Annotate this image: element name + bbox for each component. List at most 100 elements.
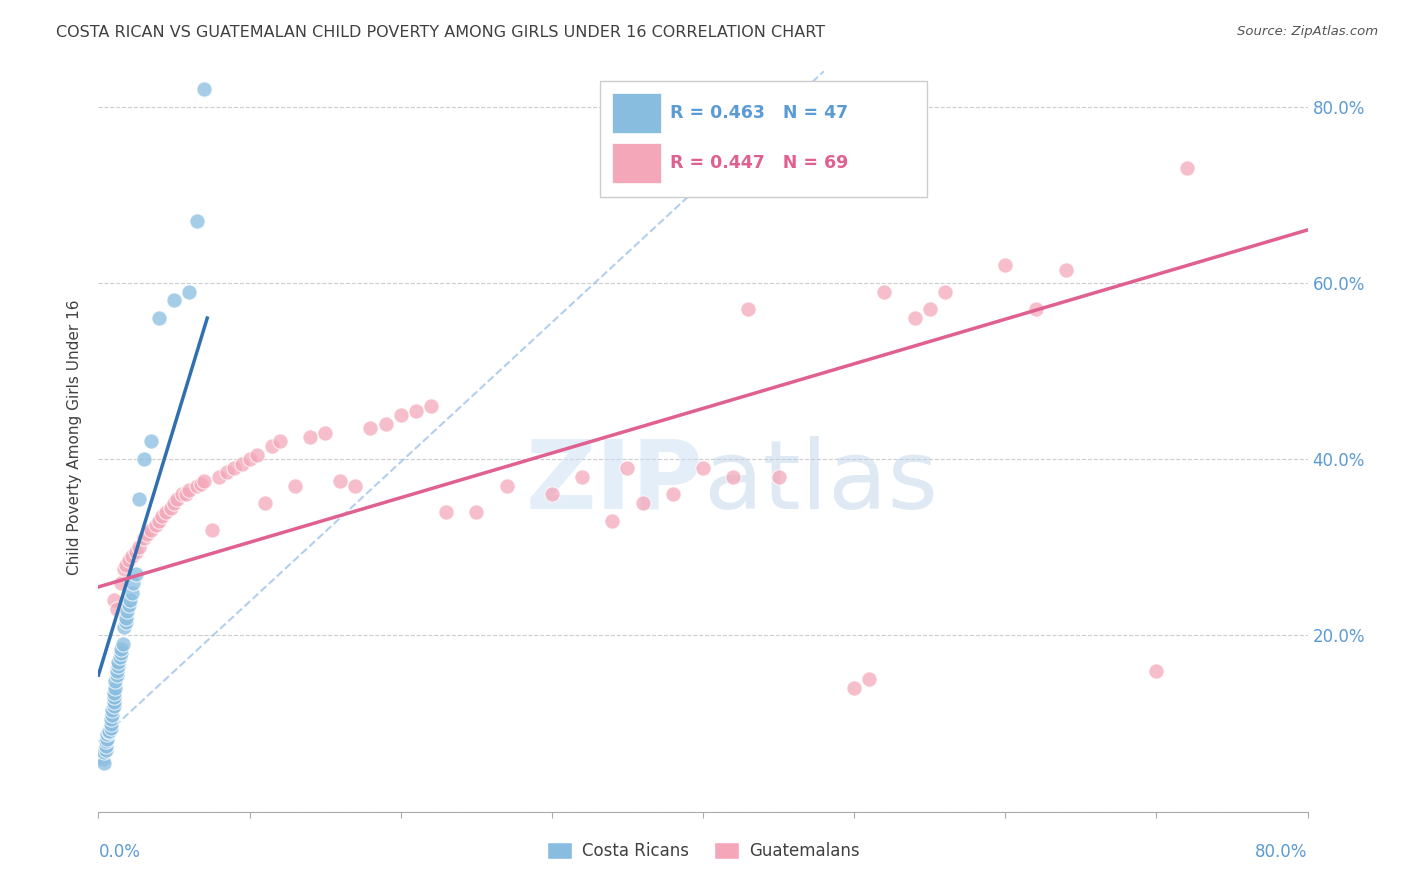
Point xyxy=(201,523,224,537)
Point xyxy=(121,586,143,600)
FancyBboxPatch shape xyxy=(613,93,661,134)
Text: 0.0%: 0.0% xyxy=(98,843,141,861)
Text: ZIP: ZIP xyxy=(524,435,703,529)
Point xyxy=(96,727,118,741)
Point xyxy=(128,541,150,555)
Point xyxy=(103,698,125,713)
Point xyxy=(110,641,132,656)
Point xyxy=(103,690,125,705)
Point xyxy=(631,496,654,510)
Point xyxy=(389,408,412,422)
Point xyxy=(148,514,170,528)
Point xyxy=(101,707,124,722)
Point xyxy=(768,469,790,483)
Point xyxy=(112,619,135,633)
Point xyxy=(723,469,745,483)
Point xyxy=(179,483,201,497)
Point xyxy=(122,575,145,590)
Point xyxy=(344,478,367,492)
Point xyxy=(239,452,262,467)
Point xyxy=(737,302,759,317)
Point xyxy=(104,681,127,696)
Text: R = 0.463   N = 47: R = 0.463 N = 47 xyxy=(671,104,848,122)
Text: atlas: atlas xyxy=(703,435,938,529)
Point xyxy=(329,474,352,488)
Point xyxy=(215,466,238,480)
Point xyxy=(193,82,215,96)
FancyBboxPatch shape xyxy=(613,143,661,184)
Point xyxy=(118,553,141,567)
Point xyxy=(98,725,121,739)
Point xyxy=(1175,161,1198,176)
Point xyxy=(1144,664,1167,678)
Point xyxy=(661,487,683,501)
Point xyxy=(114,611,136,625)
Y-axis label: Child Poverty Among Girls Under 16: Child Poverty Among Girls Under 16 xyxy=(67,300,83,574)
Point xyxy=(186,478,208,492)
Point xyxy=(115,604,138,618)
Point xyxy=(145,518,167,533)
Point xyxy=(118,598,141,612)
Point xyxy=(873,285,896,299)
Text: R = 0.447   N = 69: R = 0.447 N = 69 xyxy=(671,154,849,172)
Point xyxy=(96,731,118,746)
Point xyxy=(101,703,124,717)
FancyBboxPatch shape xyxy=(600,81,927,197)
Point xyxy=(94,743,117,757)
Point xyxy=(103,593,125,607)
Point xyxy=(120,593,142,607)
Point xyxy=(91,752,114,766)
Point xyxy=(125,544,148,558)
Point xyxy=(111,637,134,651)
Point xyxy=(163,293,186,308)
Point xyxy=(170,487,193,501)
Point xyxy=(904,311,927,326)
Point xyxy=(434,505,457,519)
Point xyxy=(179,285,201,299)
Point xyxy=(108,650,131,665)
Point xyxy=(100,712,122,726)
Point xyxy=(858,673,880,687)
Point xyxy=(262,439,284,453)
Point xyxy=(100,716,122,731)
Legend: Costa Ricans, Guatemalans: Costa Ricans, Guatemalans xyxy=(540,836,866,867)
Point xyxy=(231,457,253,471)
Point xyxy=(163,496,186,510)
Point xyxy=(844,681,866,696)
Point xyxy=(193,474,215,488)
Point xyxy=(98,723,121,738)
Point xyxy=(105,602,128,616)
Point xyxy=(495,478,517,492)
Point xyxy=(121,549,143,563)
Point xyxy=(148,311,170,326)
Point xyxy=(360,421,382,435)
Point xyxy=(174,487,197,501)
Point xyxy=(160,500,183,515)
Point xyxy=(253,496,276,510)
Point xyxy=(125,566,148,581)
Point xyxy=(616,461,638,475)
Point xyxy=(110,575,132,590)
Point xyxy=(190,476,212,491)
Point xyxy=(107,659,129,673)
Point xyxy=(155,505,177,519)
Point xyxy=(141,523,163,537)
Point xyxy=(284,478,307,492)
Point xyxy=(246,448,269,462)
Point xyxy=(114,615,136,630)
Point xyxy=(918,302,941,317)
Point xyxy=(114,558,136,572)
Point xyxy=(314,425,336,440)
Point xyxy=(132,532,155,546)
Point xyxy=(374,417,396,431)
Point xyxy=(299,430,322,444)
Text: COSTA RICAN VS GUATEMALAN CHILD POVERTY AMONG GIRLS UNDER 16 CORRELATION CHART: COSTA RICAN VS GUATEMALAN CHILD POVERTY … xyxy=(56,25,825,40)
Point xyxy=(540,487,562,501)
Point xyxy=(132,452,155,467)
Point xyxy=(107,655,129,669)
Point xyxy=(1024,302,1046,317)
Point xyxy=(420,399,443,413)
Point xyxy=(934,285,956,299)
Point xyxy=(135,527,157,541)
Point xyxy=(150,509,173,524)
